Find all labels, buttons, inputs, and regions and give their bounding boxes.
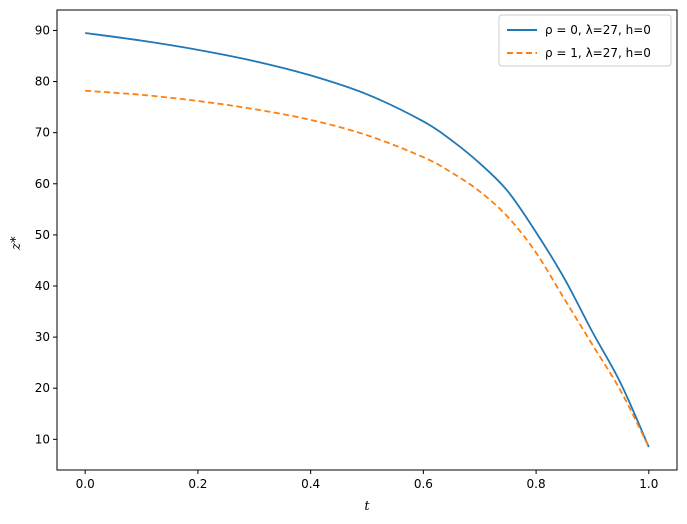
y-tick-label-1: 20 [35, 381, 50, 395]
legend-label-series-1: ρ = 1, λ=27, h=0 [545, 46, 651, 60]
y-tick-label-2: 30 [35, 330, 50, 344]
x-tick-label-0: 0.0 [76, 477, 95, 491]
legend: ρ = 0, λ=27, h=0 ρ = 1, λ=27, h=0 [498, 14, 672, 67]
x-axis-label: t [364, 499, 370, 514]
y-axis-ticks: 10 20 30 40 50 60 70 80 90 [35, 23, 57, 446]
x-tick-label-2: 0.4 [301, 477, 320, 491]
plot-area [57, 10, 677, 470]
x-tick-label-1: 0.2 [188, 477, 207, 491]
x-tick-label-3: 0.6 [414, 477, 433, 491]
y-tick-label-5: 60 [35, 177, 50, 191]
y-tick-label-7: 80 [35, 75, 50, 89]
series-line-0 [85, 32, 650, 448]
legend-label-series-0: ρ = 0, λ=27, h=0 [545, 23, 651, 37]
plot-frame [56, 9, 678, 471]
y-tick-label-8: 90 [35, 23, 50, 37]
x-axis-ticks: 0.0 0.2 0.4 0.6 0.8 1.0 [76, 470, 658, 491]
y-tick-label-4: 50 [35, 228, 50, 242]
x-tick-label-5: 1.0 [639, 477, 658, 491]
y-tick-label-6: 70 [35, 126, 50, 140]
x-tick-label-4: 0.8 [527, 477, 546, 491]
y-tick-label-0: 10 [35, 432, 50, 446]
y-tick-label-3: 40 [35, 279, 50, 293]
y-axis-label: z* [9, 236, 24, 251]
series-lines [85, 32, 650, 448]
legend-box [498, 14, 672, 67]
